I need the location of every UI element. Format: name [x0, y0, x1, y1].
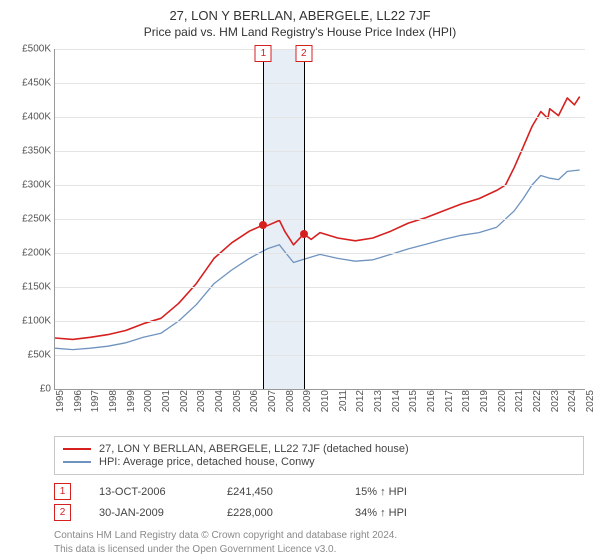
y-tick-label: £50K — [9, 350, 51, 361]
x-tick-label: 1995 — [55, 390, 66, 422]
y-tick-label: £150K — [9, 282, 51, 293]
x-tick-label: 1998 — [108, 390, 119, 422]
series-line — [55, 97, 580, 340]
transaction-price: £241,450 — [227, 486, 327, 498]
event-dot — [259, 221, 267, 229]
legend-item: HPI: Average price, detached house, Conw… — [63, 456, 575, 468]
legend-swatch — [63, 461, 91, 463]
legend-item: 27, LON Y BERLLAN, ABERGELE, LL22 7JF (d… — [63, 443, 575, 455]
x-tick-label: 2021 — [514, 390, 525, 422]
x-tick-label: 2011 — [338, 390, 349, 422]
x-tick-label: 2025 — [585, 390, 596, 422]
x-tick-label: 2022 — [532, 390, 543, 422]
transaction-vs-hpi: 34% ↑ HPI — [355, 507, 455, 519]
attribution-footer: Contains HM Land Registry data © Crown c… — [54, 529, 588, 556]
footer-line-2: This data is licensed under the Open Gov… — [54, 543, 588, 557]
x-tick-label: 1999 — [126, 390, 137, 422]
gridline — [55, 355, 585, 356]
x-tick-label: 1996 — [73, 390, 84, 422]
event-marker: 2 — [295, 45, 312, 62]
x-tick-label: 2005 — [232, 390, 243, 422]
footer-line-1: Contains HM Land Registry data © Crown c… — [54, 529, 588, 543]
x-tick-label: 2023 — [550, 390, 561, 422]
y-tick-label: £250K — [9, 214, 51, 225]
x-tick-label: 1997 — [90, 390, 101, 422]
x-tick-label: 2016 — [426, 390, 437, 422]
x-tick-label: 2008 — [285, 390, 296, 422]
gridline — [55, 185, 585, 186]
gridline — [55, 219, 585, 220]
x-tick-label: 2014 — [391, 390, 402, 422]
transactions-list: 1 13-OCT-2006 £241,450 15% ↑ HPI 2 30-JAN-200… — [54, 483, 584, 521]
y-tick-label: £400K — [9, 112, 51, 123]
transaction-row: 1 13-OCT-2006 £241,450 15% ↑ HPI — [54, 483, 584, 500]
x-tick-label: 2019 — [479, 390, 490, 422]
transaction-marker: 2 — [54, 504, 71, 521]
legend-label: HPI: Average price, detached house, Conw… — [99, 456, 315, 468]
x-tick-label: 2009 — [302, 390, 313, 422]
x-tick-label: 2017 — [444, 390, 455, 422]
event-marker: 1 — [255, 45, 272, 62]
gridline — [55, 287, 585, 288]
y-tick-label: £200K — [9, 248, 51, 259]
x-tick-label: 2001 — [161, 390, 172, 422]
x-tick-label: 2000 — [143, 390, 154, 422]
gridline — [55, 117, 585, 118]
y-tick-label: £100K — [9, 316, 51, 327]
gridline — [55, 321, 585, 322]
x-tick-label: 2020 — [497, 390, 508, 422]
transaction-marker: 1 — [54, 483, 71, 500]
gridline — [55, 83, 585, 84]
y-tick-label: £500K — [9, 44, 51, 55]
price-chart: £0£50K£100K£150K£200K£250K£300K£350K£400… — [54, 49, 585, 390]
gridline — [55, 253, 585, 254]
y-tick-label: £450K — [9, 78, 51, 89]
x-tick-label: 2004 — [214, 390, 225, 422]
transaction-vs-hpi: 15% ↑ HPI — [355, 486, 455, 498]
transaction-price: £228,000 — [227, 507, 327, 519]
x-tick-label: 2015 — [408, 390, 419, 422]
gridline — [55, 49, 585, 50]
page-subtitle: Price paid vs. HM Land Registry's House … — [12, 25, 588, 39]
series-line — [55, 170, 580, 350]
transaction-row: 2 30-JAN-2009 £228,000 34% ↑ HPI — [54, 504, 584, 521]
transaction-date: 30-JAN-2009 — [99, 507, 199, 519]
legend-swatch — [63, 448, 91, 450]
x-tick-label: 2002 — [179, 390, 190, 422]
x-tick-label: 2006 — [249, 390, 260, 422]
x-tick-label: 2003 — [196, 390, 207, 422]
x-tick-label: 2013 — [373, 390, 384, 422]
transaction-date: 13-OCT-2006 — [99, 486, 199, 498]
x-tick-label: 2024 — [567, 390, 578, 422]
legend-label: 27, LON Y BERLLAN, ABERGELE, LL22 7JF (d… — [99, 443, 409, 455]
gridline — [55, 151, 585, 152]
x-tick-label: 2007 — [267, 390, 278, 422]
page-title: 27, LON Y BERLLAN, ABERGELE, LL22 7JF — [12, 8, 588, 23]
y-tick-label: £300K — [9, 180, 51, 191]
y-tick-label: £0 — [9, 384, 51, 395]
x-tick-label: 2012 — [355, 390, 366, 422]
event-dot — [300, 230, 308, 238]
legend: 27, LON Y BERLLAN, ABERGELE, LL22 7JF (d… — [54, 436, 584, 475]
y-tick-label: £350K — [9, 146, 51, 157]
x-tick-label: 2018 — [461, 390, 472, 422]
x-tick-label: 2010 — [320, 390, 331, 422]
